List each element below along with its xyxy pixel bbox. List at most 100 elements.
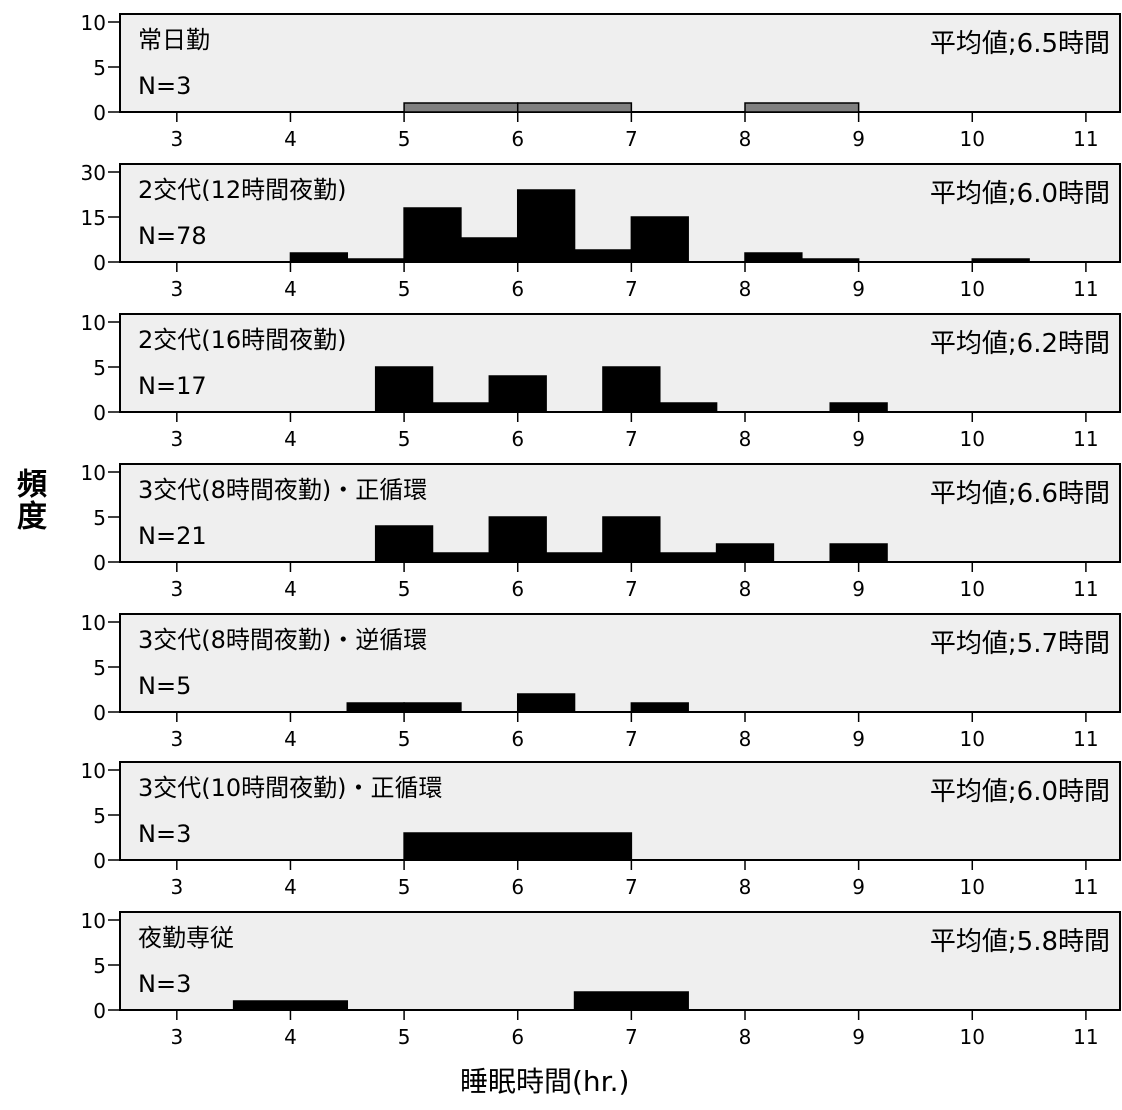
panel-5-bar xyxy=(403,702,462,713)
panel-3-mean-label: 平均値;6.2時間 xyxy=(930,329,1110,359)
panel-3-x-tick-label: 11 xyxy=(1073,427,1098,451)
panel-4-y-tick-label: 0 xyxy=(93,551,106,575)
panel-6-x-tick-label: 4 xyxy=(284,875,297,899)
panel-3-title: 2交代(16時間夜勤) xyxy=(138,326,347,354)
panel-7-x-tick-label: 6 xyxy=(511,1025,524,1049)
panel-3-x-tick-label: 4 xyxy=(284,427,297,451)
panel-5-y-tick-label: 10 xyxy=(81,611,106,635)
y-axis-label: 頻度 xyxy=(11,468,46,532)
panel-2-plot-area xyxy=(119,163,1121,263)
panel-5-y-tick-label: 5 xyxy=(93,656,106,680)
panel-4-x-tick-label: 4 xyxy=(284,577,297,601)
panel-1-x-tick-label: 7 xyxy=(625,127,638,151)
panel-6-y-tick-label: 0 xyxy=(93,849,106,873)
panel-4-bar xyxy=(829,543,888,563)
panel-4-x-tick-label: 6 xyxy=(511,577,524,601)
panel-5-x-tick-label: 11 xyxy=(1073,727,1098,751)
panel-7-x-tick-label: 5 xyxy=(398,1025,411,1049)
panel-7-x-tick-label: 8 xyxy=(739,1025,752,1049)
panel-6-x-tick-label: 8 xyxy=(739,875,752,899)
panel-4-bar xyxy=(715,543,775,563)
panel-2-n-label: N=78 xyxy=(138,222,207,250)
panel-5-x-tick-label: 8 xyxy=(739,727,752,751)
panel-5-mean-label: 平均値;5.7時間 xyxy=(930,629,1110,659)
panel-5-x-tick-label: 3 xyxy=(170,727,183,751)
panel-2-x-tick-label: 5 xyxy=(398,277,411,301)
panel-6-title: 3交代(10時間夜勤)・正循環 xyxy=(138,774,443,802)
panel-1-x-tick-label: 6 xyxy=(511,127,524,151)
panel-4-x-tick-label: 11 xyxy=(1073,577,1098,601)
panel-2-mean-label: 平均値;6.0時間 xyxy=(930,179,1110,209)
panel-5-x-tick-label: 7 xyxy=(625,727,638,751)
panel-6-x-tick-label: 7 xyxy=(625,875,638,899)
panel-1-x-tick-label: 8 xyxy=(739,127,752,151)
panel-1-plot-area xyxy=(119,13,1121,113)
panel-1-bar xyxy=(516,102,633,113)
panel-4-y-tick-label: 5 xyxy=(93,506,106,530)
panel-3-bar xyxy=(829,402,888,413)
panel-2-x-tick-label: 6 xyxy=(511,277,524,301)
panel-2-bar xyxy=(744,252,803,263)
panel-2-x-tick-label: 10 xyxy=(960,277,985,301)
panel-3-n-label: N=17 xyxy=(138,372,207,400)
panel-4-bar xyxy=(602,516,661,563)
panel-7-mean-label: 平均値;5.8時間 xyxy=(930,927,1110,957)
panel-2-bar xyxy=(289,252,349,263)
panel-7-x-tick-label: 4 xyxy=(284,1025,297,1049)
panel-7-y-tick-label: 0 xyxy=(93,999,106,1023)
panel-5-y-tick-label: 0 xyxy=(93,701,106,725)
panel-2-y-tick-label: 30 xyxy=(81,161,106,185)
panel-4-bar xyxy=(659,552,718,563)
panel-6-x-tick-label: 9 xyxy=(852,875,865,899)
panel-6-x-tick-label: 3 xyxy=(170,875,183,899)
panel-2-y-tick-label: 15 xyxy=(81,206,106,230)
panel-2-x-tick-label: 3 xyxy=(170,277,183,301)
panel-4-bar xyxy=(545,552,604,563)
panel-2-x-tick-label: 11 xyxy=(1073,277,1098,301)
panel-5-x-tick-label: 10 xyxy=(960,727,985,751)
panel-6-x-tick-label: 5 xyxy=(398,875,411,899)
panel-4-bar xyxy=(374,525,434,563)
panel-2-x-tick-label: 7 xyxy=(625,277,638,301)
panel-5-n-label: N=5 xyxy=(138,672,191,700)
panel-6-n-label: N=3 xyxy=(138,820,191,848)
panel-4-x-tick-label: 8 xyxy=(739,577,752,601)
panel-3-bar xyxy=(659,402,718,413)
panel-1-y-tick-label: 5 xyxy=(93,56,106,80)
panel-3-bar xyxy=(488,375,547,413)
panel-1-y-tick-label: 0 xyxy=(93,101,106,125)
panel-2-bar xyxy=(801,258,860,263)
panel-7-y-tick-label: 10 xyxy=(81,909,106,933)
panel-1-x-tick-label: 5 xyxy=(398,127,411,151)
panel-3-bar xyxy=(602,366,661,413)
panel-6-mean-label: 平均値;6.0時間 xyxy=(930,777,1110,807)
panel-5-bar xyxy=(630,702,689,713)
panel-2-bar xyxy=(630,216,689,263)
panel-3-bar xyxy=(431,402,491,413)
panel-2-bar xyxy=(573,249,633,263)
panel-4-n-label: N=21 xyxy=(138,522,207,550)
panel-4-y-tick-label: 10 xyxy=(81,461,106,485)
panel-6-x-tick-label: 6 xyxy=(511,875,524,899)
panel-5-x-tick-label: 9 xyxy=(852,727,865,751)
panel-6-y-tick-label: 10 xyxy=(81,759,106,783)
panel-7-bar xyxy=(232,1000,349,1011)
panel-2-x-tick-label: 4 xyxy=(284,277,297,301)
panel-3-x-tick-label: 7 xyxy=(625,427,638,451)
panel-3-bar xyxy=(374,366,434,413)
panel-1-mean-label: 平均値;6.5時間 xyxy=(930,29,1110,59)
panel-3-x-tick-label: 6 xyxy=(511,427,524,451)
panel-7-n-label: N=3 xyxy=(138,970,191,998)
panel-7-x-tick-label: 10 xyxy=(960,1025,985,1049)
panel-3-y-tick-label: 10 xyxy=(81,311,106,335)
panel-6-x-tick-label: 10 xyxy=(960,875,985,899)
panel-3-y-tick-label: 5 xyxy=(93,356,106,380)
panel-2-bar xyxy=(403,207,462,263)
panel-5-plot-area xyxy=(119,613,1121,713)
panel-5-bar xyxy=(346,702,405,713)
panel-3-x-tick-label: 10 xyxy=(960,427,985,451)
panel-7-title: 夜勤専従 xyxy=(138,924,234,952)
panel-3-x-tick-label: 3 xyxy=(170,427,183,451)
panel-1-bar xyxy=(403,102,519,113)
